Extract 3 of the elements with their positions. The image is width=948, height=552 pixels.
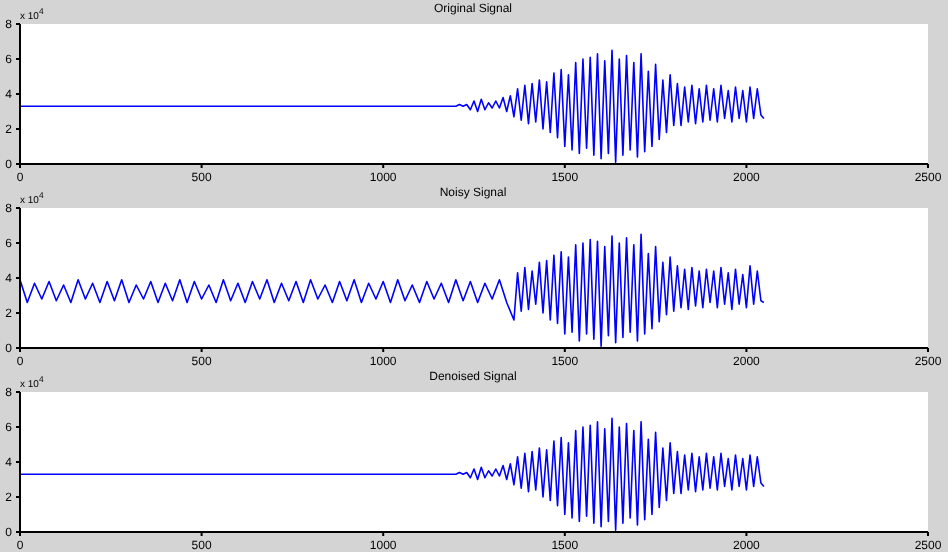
line-series [20,417,765,532]
line-series [20,49,765,164]
line-series [20,233,765,348]
